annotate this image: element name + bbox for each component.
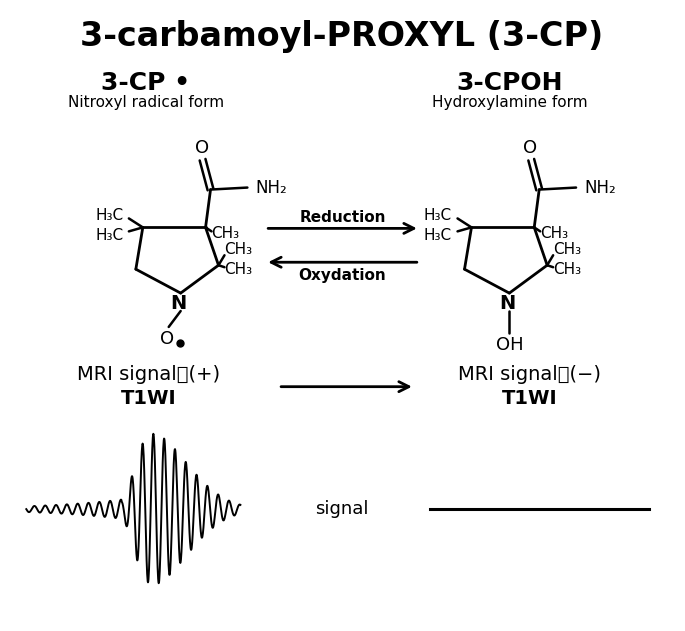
Text: CH₃: CH₃ xyxy=(225,242,253,257)
Text: T1WI: T1WI xyxy=(121,389,177,408)
Text: N: N xyxy=(171,293,187,312)
Text: Nitroxyl radical form: Nitroxyl radical form xyxy=(68,95,224,110)
Text: H₃C: H₃C xyxy=(95,228,123,243)
Text: signal: signal xyxy=(315,500,369,518)
Text: T1WI: T1WI xyxy=(501,389,557,408)
Text: MRI signal　(−): MRI signal (−) xyxy=(458,365,601,384)
Text: N: N xyxy=(499,293,515,312)
Text: 3-CPOH: 3-CPOH xyxy=(456,71,562,95)
Text: H₃C: H₃C xyxy=(423,228,452,243)
Text: O: O xyxy=(160,330,174,348)
Text: CH₃: CH₃ xyxy=(553,242,582,257)
Text: Hydroxylamine form: Hydroxylamine form xyxy=(432,95,587,110)
Text: Reduction: Reduction xyxy=(299,210,386,225)
Text: Oxydation: Oxydation xyxy=(299,268,386,283)
Text: 3-carbamoyl-PROXYL (3-CP): 3-carbamoyl-PROXYL (3-CP) xyxy=(80,20,603,53)
Text: CH₃: CH₃ xyxy=(553,262,582,277)
Text: O: O xyxy=(523,139,537,156)
Text: OH: OH xyxy=(495,336,523,354)
Text: 3-CP •: 3-CP • xyxy=(101,71,190,95)
Text: NH₂: NH₂ xyxy=(584,179,616,197)
Text: MRI signal　(+): MRI signal (+) xyxy=(77,365,221,384)
Text: H₃C: H₃C xyxy=(95,208,123,223)
Text: NH₂: NH₂ xyxy=(256,179,287,197)
Text: CH₃: CH₃ xyxy=(540,226,569,241)
Text: H₃C: H₃C xyxy=(423,208,452,223)
Text: O: O xyxy=(195,139,209,156)
Text: CH₃: CH₃ xyxy=(225,262,253,277)
Text: CH₃: CH₃ xyxy=(212,226,240,241)
